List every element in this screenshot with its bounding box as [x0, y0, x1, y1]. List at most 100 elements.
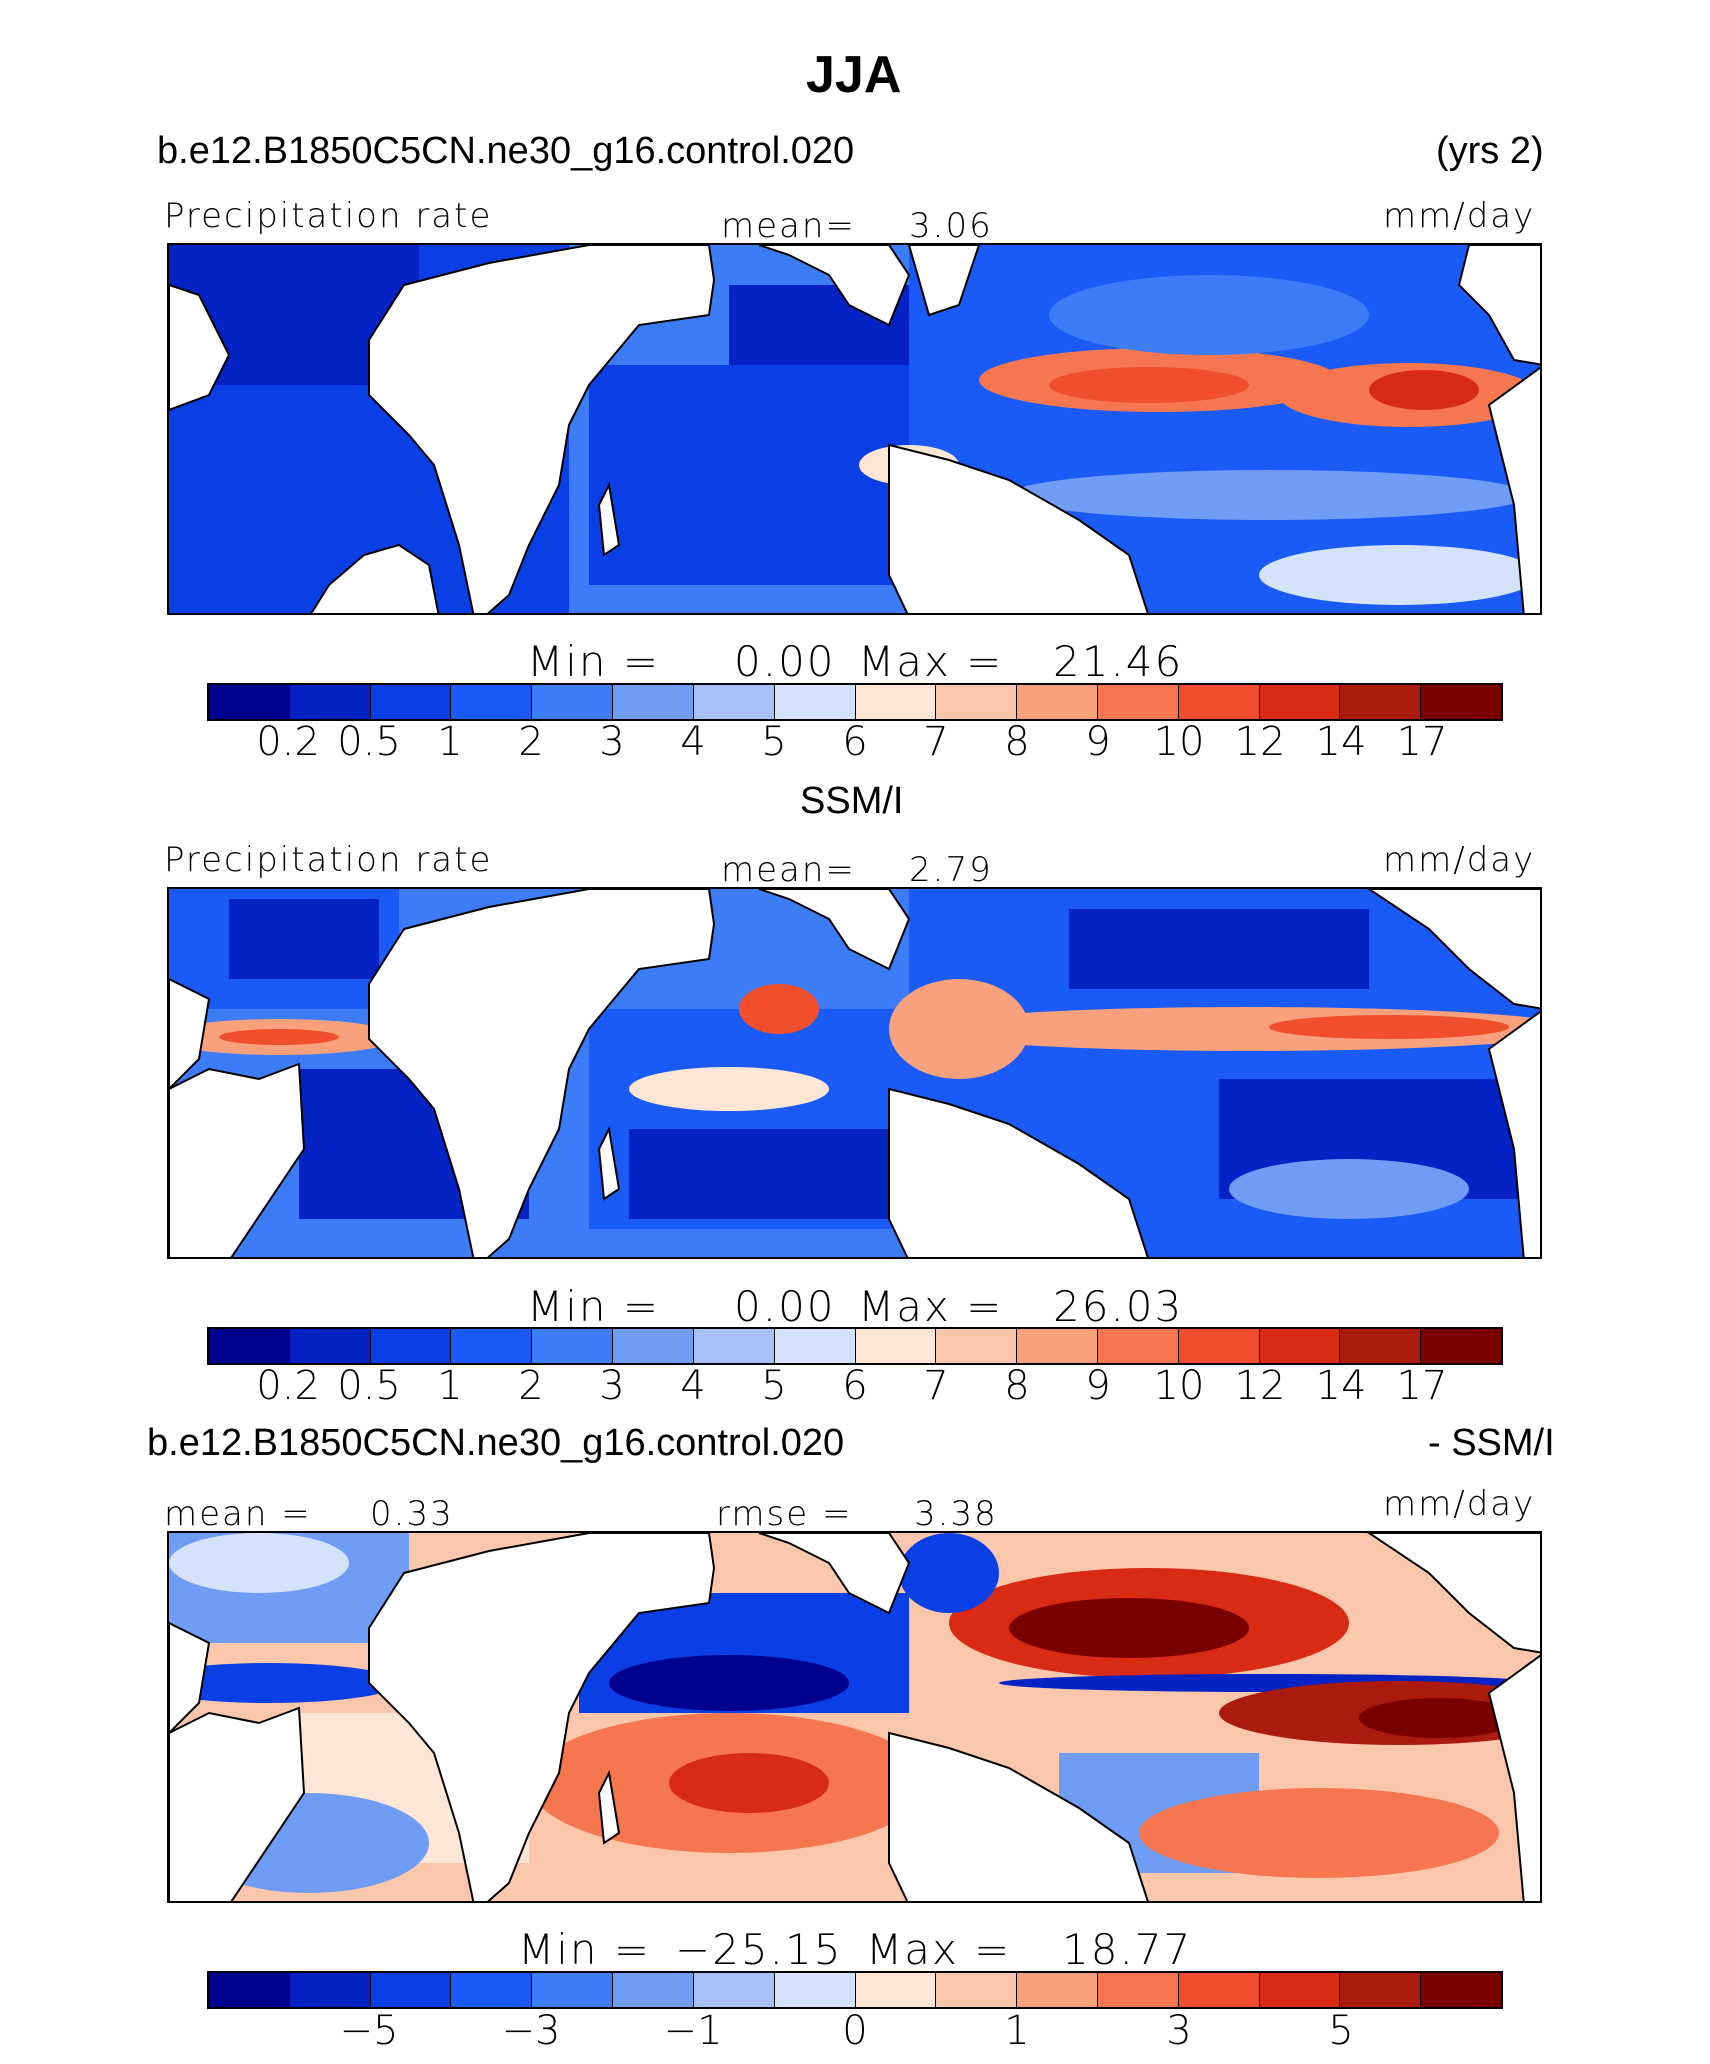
colorbar-tick-label: 5: [761, 719, 787, 765]
colorbar-box: [855, 685, 937, 719]
colorbar-box: [1178, 1329, 1260, 1363]
panel1-mean-label: mean=: [721, 206, 856, 246]
colorbar-tick-label: 0.5: [337, 1363, 401, 1409]
obs-title: SSM/I: [800, 780, 904, 822]
panel1-max-value: 21.46: [1053, 637, 1184, 686]
colorbar-tick-label: 4: [680, 719, 706, 765]
panel2-max-label: Max =: [858, 1282, 1004, 1331]
colorbar-tick-label: 4: [680, 1363, 706, 1409]
colorbar-box: [532, 1329, 614, 1363]
colorbar-tick-label: 10: [1153, 1363, 1205, 1409]
panel1-mean-value: 3.06: [909, 206, 993, 246]
colorbar-box: [855, 1973, 937, 2007]
panel1-colorbar: [207, 683, 1503, 721]
colorbar-tick-label: 7: [923, 719, 949, 765]
colorbar-box: [289, 1329, 371, 1363]
panel2-colorbar: [207, 1327, 1503, 1365]
colorbar-tick-label: 0.2: [256, 1363, 320, 1409]
colorbar-tick-label: 8: [1004, 1363, 1030, 1409]
colorbar-tick-label: 12: [1234, 1363, 1286, 1409]
colorbar-box: [613, 685, 694, 719]
colorbar-tick-label: 12: [1234, 719, 1286, 765]
colorbar-tick-label: 17: [1396, 1363, 1448, 1409]
colorbar-tick-label: −3: [501, 2008, 561, 2054]
colorbar-box: [1340, 685, 1422, 719]
colorbar-box: [1259, 1329, 1341, 1363]
panel1-min-value: 0.00: [734, 637, 836, 686]
panel2-map: [167, 887, 1542, 1259]
colorbar-box: [370, 1973, 452, 2007]
colorbar-tick-label: 7: [923, 1363, 949, 1409]
colorbar-box: [693, 685, 775, 719]
panel1-variable-label: Precipitation rate: [164, 196, 493, 236]
colorbar-tick-label: 5: [761, 1363, 787, 1409]
colorbar-tick-label: 1: [1004, 2008, 1030, 2054]
panel3-min-label: Min =: [518, 1925, 652, 1974]
colorbar-box: [1340, 1973, 1422, 2007]
colorbar-box: [1017, 685, 1098, 719]
colorbar-tick-label: 8: [1004, 719, 1030, 765]
diff-suffix-label: - SSM/I: [1428, 1422, 1555, 1464]
colorbar-box: [451, 1973, 533, 2007]
colorbar-box: [1017, 1329, 1098, 1363]
colorbar-box: [1178, 1973, 1260, 2007]
colorbar-box: [451, 685, 533, 719]
colorbar-tick-label: 0.2: [256, 719, 320, 765]
colorbar-tick-label: 3: [1166, 2008, 1192, 2054]
colorbar-box: [1259, 685, 1341, 719]
colorbar-box: [289, 1973, 371, 2007]
colorbar-tick-label: 17: [1396, 719, 1448, 765]
panel3-mean-value: 0.33: [370, 1494, 454, 1534]
colorbar-box: [936, 685, 1018, 719]
colorbar-tick-label: 3: [599, 1363, 625, 1409]
panel1-units-label: mm/day: [1383, 196, 1536, 236]
panel3-max-label: Max =: [866, 1925, 1012, 1974]
panel1-max-label: Max =: [858, 637, 1004, 686]
colorbar-box: [936, 1329, 1018, 1363]
colorbar-tick-label: 1: [437, 1363, 463, 1409]
colorbar-tick-label: 2: [518, 719, 544, 765]
colorbar-box: [209, 1973, 290, 2007]
colorbar-tick-label: −1: [663, 2008, 723, 2054]
panel2-variable-label: Precipitation rate: [164, 840, 493, 880]
colorbar-box: [613, 1329, 694, 1363]
colorbar-tick-label: 14: [1315, 719, 1367, 765]
colorbar-box: [289, 685, 371, 719]
colorbar-box: [774, 685, 856, 719]
colorbar-tick-label: 6: [842, 1363, 868, 1409]
colorbar-box: [451, 1329, 533, 1363]
panel3-min-value: −25.15: [675, 1925, 843, 1974]
panel1-min-label: Min =: [527, 637, 661, 686]
colorbar-tick-label: 10: [1153, 719, 1205, 765]
panel2-mean-label: mean=: [721, 850, 856, 890]
colorbar-box: [1097, 1329, 1179, 1363]
panel2-min-label: Min =: [527, 1282, 661, 1331]
colorbar-box: [774, 1973, 856, 2007]
years-label: (yrs 2): [1436, 130, 1544, 172]
panel3-max-value: 18.77: [1062, 1925, 1193, 1974]
colorbar-tick-label: 3: [599, 719, 625, 765]
model-case-label: b.e12.B1850C5CN.ne30_g16.control.020: [157, 130, 855, 172]
panel2-units-label: mm/day: [1383, 840, 1536, 880]
panel3-colorbar: [207, 1971, 1503, 2009]
panel3-rmse-value: 3.38: [914, 1494, 998, 1534]
colorbar-box: [1340, 1329, 1422, 1363]
colorbar-box: [693, 1973, 775, 2007]
colorbar-tick-label: 14: [1315, 1363, 1367, 1409]
colorbar-tick-label: 0.5: [337, 719, 401, 765]
figure-title: JJA: [806, 46, 902, 104]
colorbar-tick-label: 6: [842, 719, 868, 765]
colorbar-box: [936, 1973, 1018, 2007]
colorbar-box: [532, 1973, 614, 2007]
colorbar-box: [532, 685, 614, 719]
panel3-map: [167, 1531, 1542, 1903]
panel3-rmse-label: rmse =: [716, 1494, 853, 1534]
colorbar-tick-label: 2: [518, 1363, 544, 1409]
panel2-max-value: 26.03: [1053, 1282, 1184, 1331]
colorbar-box: [1097, 1973, 1179, 2007]
colorbar-tick-label: 1: [437, 719, 463, 765]
colorbar-tick-label: 0: [842, 2008, 868, 2054]
colorbar-tick-label: 9: [1085, 1363, 1111, 1409]
diff-model-label: b.e12.B1850C5CN.ne30_g16.control.020: [147, 1422, 845, 1464]
panel3-mean-label: mean =: [164, 1494, 312, 1534]
